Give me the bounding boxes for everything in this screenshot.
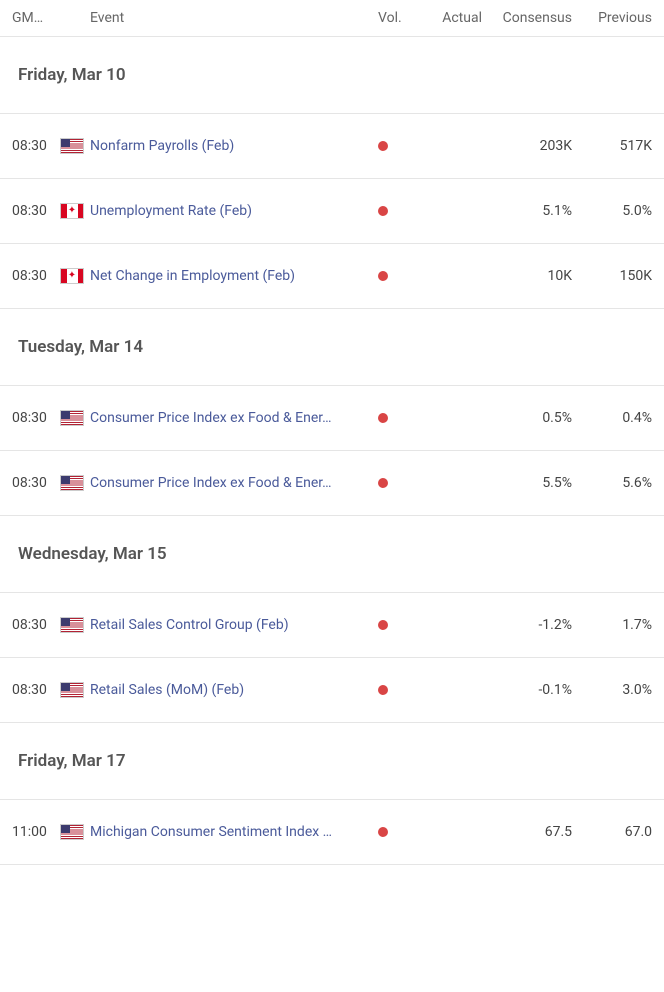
header-previous: Previous bbox=[572, 10, 652, 26]
header-time: GM… bbox=[12, 10, 60, 26]
event-previous: 3.0% bbox=[572, 682, 652, 698]
event-consensus: 5.1% bbox=[482, 203, 572, 219]
event-previous: 517K bbox=[572, 138, 652, 154]
event-volatility bbox=[378, 620, 422, 630]
event-name[interactable]: Net Change in Employment (Feb) bbox=[90, 268, 378, 284]
event-consensus: 5.5% bbox=[482, 475, 572, 491]
flag-us-icon bbox=[60, 475, 84, 491]
event-time: 08:30 bbox=[12, 203, 60, 219]
vol-dot-icon bbox=[378, 620, 388, 630]
event-name[interactable]: Consumer Price Index ex Food & Ener… bbox=[90, 410, 378, 426]
event-time: 08:30 bbox=[12, 138, 60, 154]
event-volatility bbox=[378, 141, 422, 151]
event-time: 08:30 bbox=[12, 268, 60, 284]
event-previous: 5.0% bbox=[572, 203, 652, 219]
event-name[interactable]: Unemployment Rate (Feb) bbox=[90, 203, 378, 219]
event-name[interactable]: Nonfarm Payrolls (Feb) bbox=[90, 138, 378, 154]
event-row[interactable]: 08:30 Nonfarm Payrolls (Feb) 203K517K bbox=[0, 114, 664, 179]
event-previous: 0.4% bbox=[572, 410, 652, 426]
event-time: 08:30 bbox=[12, 475, 60, 491]
event-name[interactable]: Retail Sales Control Group (Feb) bbox=[90, 617, 378, 633]
flag-ca-icon: ✦ bbox=[60, 203, 84, 219]
flag-ca-icon: ✦ bbox=[60, 268, 84, 284]
event-time: 08:30 bbox=[12, 410, 60, 426]
event-name[interactable]: Consumer Price Index ex Food & Ener… bbox=[90, 475, 378, 491]
event-volatility bbox=[378, 206, 422, 216]
event-row[interactable]: 08:30 Retail Sales (MoM) (Feb) -0.1%3.0% bbox=[0, 658, 664, 723]
header-consensus: Consensus bbox=[482, 10, 572, 26]
event-previous: 150K bbox=[572, 268, 652, 284]
event-previous: 5.6% bbox=[572, 475, 652, 491]
event-time: 08:30 bbox=[12, 682, 60, 698]
event-name[interactable]: Michigan Consumer Sentiment Index … bbox=[90, 824, 378, 840]
event-consensus: -0.1% bbox=[482, 682, 572, 698]
vol-dot-icon bbox=[378, 206, 388, 216]
event-volatility bbox=[378, 413, 422, 423]
header-actual: Actual bbox=[422, 10, 482, 26]
date-header: Wednesday, Mar 15 bbox=[0, 516, 664, 593]
flag-us-icon bbox=[60, 410, 84, 426]
economic-calendar: GM… Event Vol. Actual Consensus Previous… bbox=[0, 0, 664, 865]
event-previous: 1.7% bbox=[572, 617, 652, 633]
event-time: 08:30 bbox=[12, 617, 60, 633]
vol-dot-icon bbox=[378, 141, 388, 151]
vol-dot-icon bbox=[378, 478, 388, 488]
event-volatility bbox=[378, 827, 422, 837]
vol-dot-icon bbox=[378, 413, 388, 423]
event-consensus: 67.5 bbox=[482, 824, 572, 840]
event-time: 11:00 bbox=[12, 824, 60, 840]
event-consensus: -1.2% bbox=[482, 617, 572, 633]
event-name[interactable]: Retail Sales (MoM) (Feb) bbox=[90, 682, 378, 698]
event-volatility bbox=[378, 478, 422, 488]
event-row[interactable]: 08:30✦ Net Change in Employment (Feb) 10K1… bbox=[0, 244, 664, 309]
date-header: Friday, Mar 10 bbox=[0, 37, 664, 114]
event-volatility bbox=[378, 685, 422, 695]
date-header: Friday, Mar 17 bbox=[0, 723, 664, 800]
header-vol: Vol. bbox=[378, 10, 422, 26]
flag-us-icon bbox=[60, 824, 84, 840]
event-consensus: 203K bbox=[482, 138, 572, 154]
event-row[interactable]: 08:30 Consumer Price Index ex Food & Ener… bbox=[0, 386, 664, 451]
event-row[interactable]: 08:30 Retail Sales Control Group (Feb) -1.… bbox=[0, 593, 664, 658]
event-consensus: 10K bbox=[482, 268, 572, 284]
event-row[interactable]: 08:30✦ Unemployment Rate (Feb) 5.1%5.0% bbox=[0, 179, 664, 244]
header-event: Event bbox=[90, 10, 378, 26]
flag-us-icon bbox=[60, 617, 84, 633]
event-row[interactable]: 08:30 Consumer Price Index ex Food & Ener… bbox=[0, 451, 664, 516]
vol-dot-icon bbox=[378, 685, 388, 695]
event-consensus: 0.5% bbox=[482, 410, 572, 426]
flag-us-icon bbox=[60, 682, 84, 698]
vol-dot-icon bbox=[378, 271, 388, 281]
flag-us-icon bbox=[60, 138, 84, 154]
event-row[interactable]: 11:00 Michigan Consumer Sentiment Index …… bbox=[0, 800, 664, 865]
calendar-body: Friday, Mar 10 08:30 Nonfarm Payrolls (Feb… bbox=[0, 37, 664, 865]
date-header: Tuesday, Mar 14 bbox=[0, 309, 664, 386]
event-volatility bbox=[378, 271, 422, 281]
event-previous: 67.0 bbox=[572, 824, 652, 840]
table-header: GM… Event Vol. Actual Consensus Previous bbox=[0, 0, 664, 37]
vol-dot-icon bbox=[378, 827, 388, 837]
